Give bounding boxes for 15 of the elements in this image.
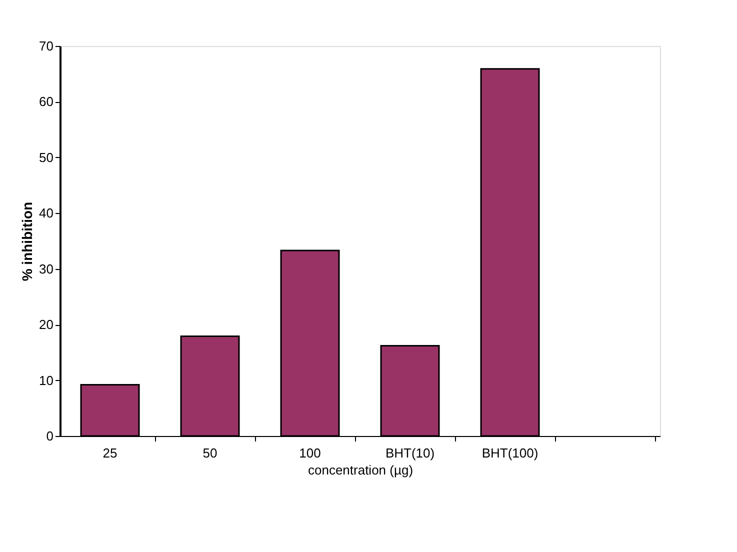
y-tick-label: 30 <box>39 261 54 276</box>
y-tick-label: 40 <box>39 206 54 221</box>
y-tick-label: 60 <box>39 94 54 110</box>
y-axis-title: % inhibition <box>19 202 36 282</box>
y-tick-label: 50 <box>39 150 54 165</box>
y-tick-label: 10 <box>39 372 54 388</box>
x-tick-label: BHT(10) <box>385 446 435 460</box>
x-tick-label: BHT(100) <box>482 446 538 460</box>
y-tick-label: 70 <box>39 38 54 54</box>
x-tick-label: 25 <box>102 446 118 460</box>
x-tick-label: 100 <box>299 446 321 460</box>
x-axis-title: concentration (µg) <box>308 462 414 478</box>
y-tick-label: 0 <box>46 428 54 444</box>
x-tick-label: 50 <box>202 446 218 460</box>
y-tick-label: 20 <box>39 317 54 332</box>
